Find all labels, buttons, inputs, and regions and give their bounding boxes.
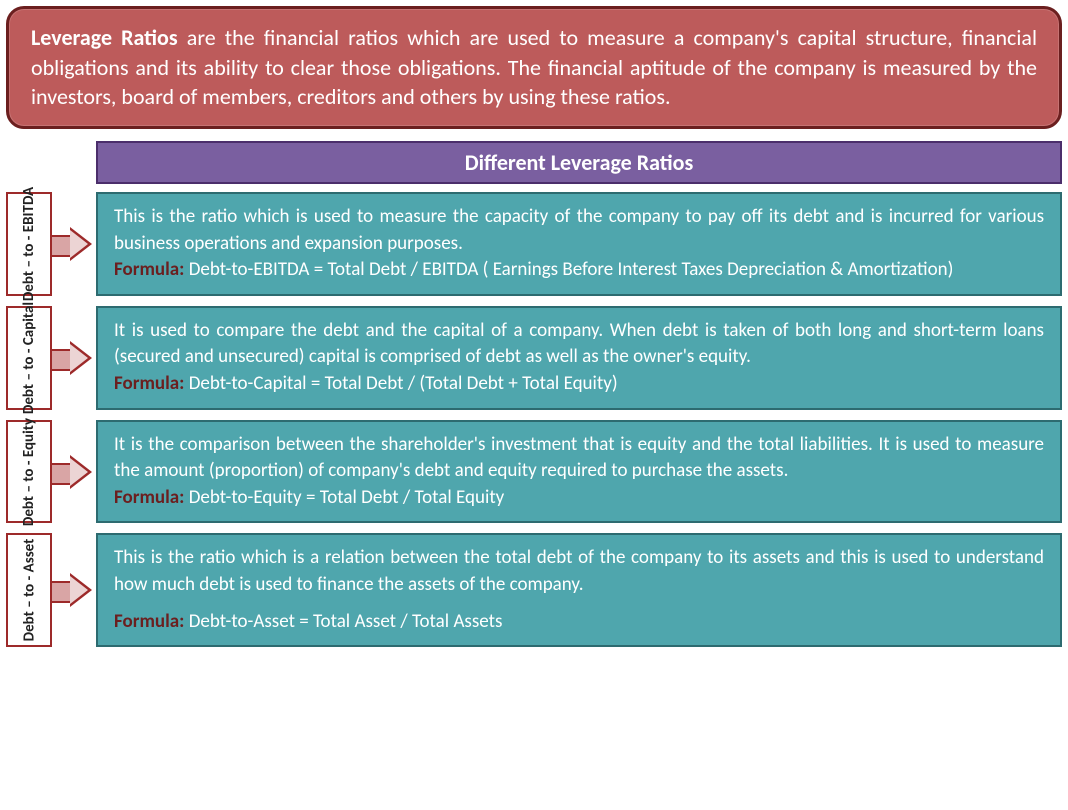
ratio-label: Debt – to - Asset bbox=[20, 539, 38, 642]
intro-lead: Leverage Ratios bbox=[31, 24, 178, 51]
ratio-formula: Debt-to-Capital = Total Debt / (Total De… bbox=[184, 372, 617, 395]
ratio-formula: Debt-to-Asset = Total Asset / Total Asse… bbox=[184, 610, 502, 633]
label-column: Debt – to - Equity bbox=[6, 420, 96, 524]
ratio-label-box: Debt – to - EBITDA bbox=[6, 192, 52, 296]
ratio-description: It is used to compare the debt and the c… bbox=[114, 319, 1044, 369]
arrow-icon bbox=[50, 341, 94, 375]
ratio-content: It is the comparison between the shareho… bbox=[96, 420, 1062, 524]
arrow-wrap bbox=[52, 192, 96, 296]
ratio-formula: Debt-to-EBITDA = Total Debt / EBITDA ( E… bbox=[184, 258, 953, 281]
ratio-row: Debt – to - Asset This is the ratio whic… bbox=[6, 533, 1062, 647]
label-column: Debt – to - EBITDA bbox=[6, 192, 96, 296]
ratio-row: Debt – to - EBITDA This is the ratio whi… bbox=[6, 192, 1062, 296]
ratio-content: This is the ratio which is used to measu… bbox=[96, 192, 1062, 296]
formula-label: Formula: bbox=[114, 258, 184, 281]
ratio-description: This is the ratio which is used to measu… bbox=[114, 205, 1044, 255]
ratio-description: This is the ratio which is a relation be… bbox=[114, 545, 1044, 598]
formula-label: Formula: bbox=[114, 486, 184, 509]
ratio-label-box: Debt – to - Asset bbox=[6, 533, 52, 647]
arrow-icon bbox=[50, 455, 94, 489]
formula-label: Formula: bbox=[114, 610, 184, 633]
ratio-row: Debt – to - Equity It is the comparison … bbox=[6, 420, 1062, 524]
arrow-wrap bbox=[52, 306, 96, 410]
arrow-wrap bbox=[52, 533, 96, 647]
ratio-label-box: Debt – to - Equity bbox=[6, 420, 52, 524]
arrow-wrap bbox=[52, 420, 96, 524]
ratio-description: It is the comparison between the shareho… bbox=[114, 433, 1044, 483]
ratio-row: Debt – to - Capital It is used to compar… bbox=[6, 306, 1062, 410]
intro-body: are the financial ratios which are used … bbox=[31, 24, 1037, 110]
intro-box: Leverage Ratios are the financial ratios… bbox=[6, 6, 1062, 129]
formula-label: Formula: bbox=[114, 372, 184, 395]
section-header: Different Leverage Ratios bbox=[96, 141, 1062, 184]
ratio-label: Debt – to - Equity bbox=[20, 417, 38, 525]
ratio-label: Debt – to - EBITDA bbox=[20, 187, 38, 301]
arrow-icon bbox=[50, 227, 94, 261]
label-column: Debt – to - Asset bbox=[6, 533, 96, 647]
label-column: Debt – to - Capital bbox=[6, 306, 96, 410]
ratio-content: It is used to compare the debt and the c… bbox=[96, 306, 1062, 410]
ratio-content: This is the ratio which is a relation be… bbox=[96, 533, 1062, 647]
arrow-icon bbox=[50, 573, 94, 607]
ratio-label-box: Debt – to - Capital bbox=[6, 306, 52, 410]
ratio-label: Debt – to - Capital bbox=[20, 302, 38, 414]
ratio-formula: Debt-to-Equity = Total Debt / Total Equi… bbox=[184, 486, 504, 509]
